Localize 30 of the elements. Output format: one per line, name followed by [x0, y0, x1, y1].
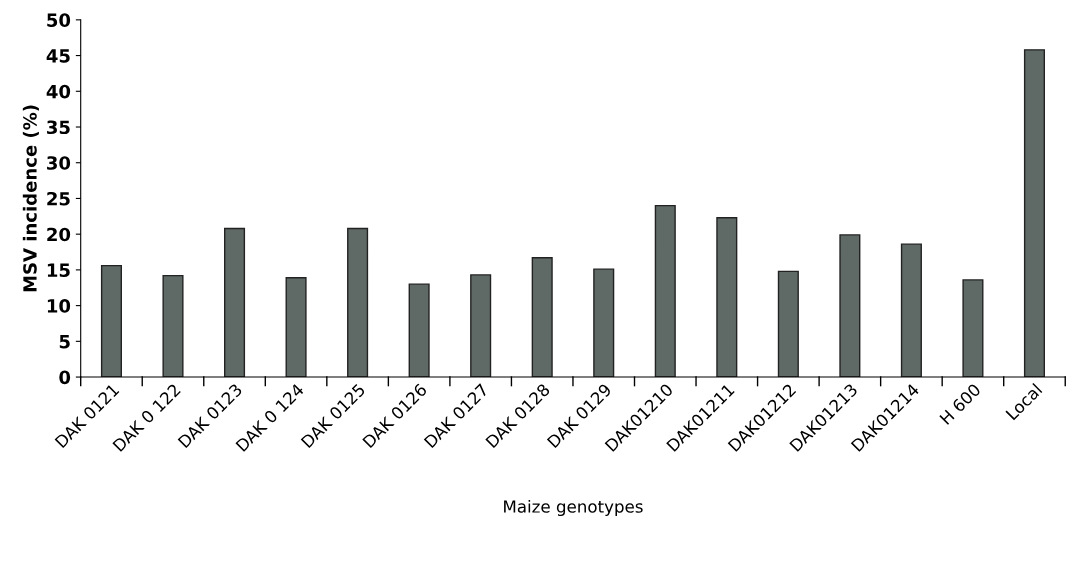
y-tick-label: 10 [47, 299, 71, 313]
bar [285, 277, 307, 378]
y-tick-label: 30 [47, 156, 71, 170]
y-tick-label: 35 [47, 120, 70, 135]
bar [1023, 49, 1046, 378]
y-tick-label: 25 [47, 191, 70, 206]
bar [162, 274, 184, 378]
x-axis-title: Maize genotypes [504, 499, 643, 517]
bar [962, 279, 984, 378]
bar [347, 227, 369, 378]
bar [223, 227, 246, 378]
bar [470, 274, 492, 378]
y-tick-label: 0 [59, 370, 71, 385]
bar [900, 243, 922, 378]
y-axis-title: MSV incidence (%) [22, 105, 39, 292]
y-tick-label: 50 [47, 13, 71, 27]
y-tick-label: 40 [46, 84, 71, 99]
bar [839, 234, 861, 378]
bar [531, 257, 553, 378]
x-tick-label: H 600 [939, 382, 982, 425]
y-tick-label: 15 [47, 263, 70, 278]
y-tick-label: 5 [59, 335, 70, 349]
y-tick-label: 20 [47, 227, 71, 242]
bar [654, 204, 676, 378]
bar [100, 264, 123, 378]
bar [777, 270, 799, 378]
bar [716, 217, 738, 378]
bar [593, 268, 615, 378]
y-tick-label: 45 [46, 49, 70, 63]
bar [408, 283, 430, 378]
